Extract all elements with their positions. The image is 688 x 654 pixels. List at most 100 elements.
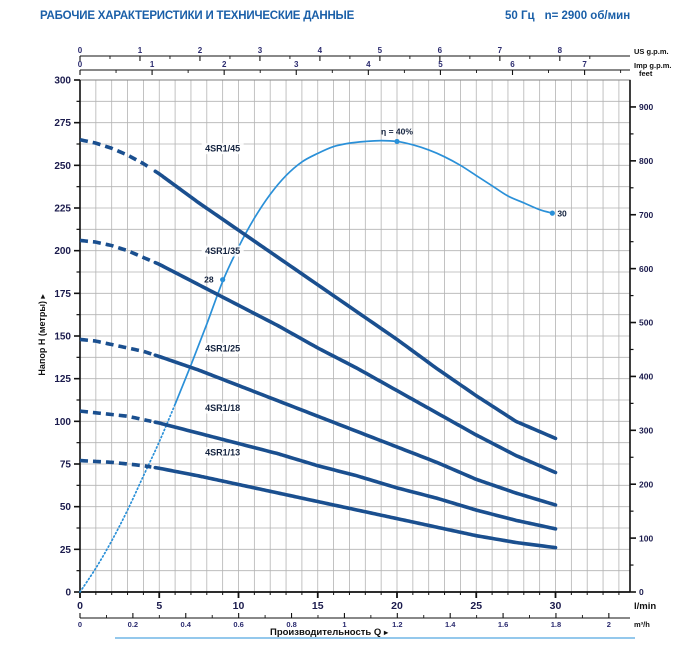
pump-curve [79, 137, 558, 441]
efficiency-peak-label: η = 40% [381, 126, 413, 136]
pump-curve-label-bg [201, 402, 244, 414]
x-tick-impgpm: 7 [582, 60, 587, 69]
y-tick-left: 175 [54, 289, 71, 300]
x-unit-lmin: l/min [634, 601, 656, 612]
x-tick-usgpm: 7 [498, 46, 503, 55]
x-tick-m3h: 0.6 [233, 620, 243, 629]
y-tick-left: 300 [54, 76, 71, 87]
y-tick-right: 300 [639, 426, 653, 436]
y-axis-left [74, 79, 81, 593]
pump-curve-solid [153, 169, 558, 441]
y-tick-right: 0 [639, 587, 644, 597]
pump-curve-label-bg [201, 342, 244, 354]
x-tick-impgpm: 3 [294, 60, 299, 69]
x-tick-usgpm: 3 [258, 46, 263, 55]
x-tick-m3h: 0.8 [286, 620, 296, 629]
x-tick-impgpm: 5 [438, 60, 443, 69]
pump-curve [79, 337, 558, 507]
pump-curve-dashed [79, 409, 152, 424]
y-tick-left: 0 [65, 588, 71, 599]
pump-curve-label: 4SR1/25 [205, 343, 240, 353]
x-axis-usgpm [79, 55, 630, 61]
efficiency-curve-dotted [79, 403, 176, 593]
y-tick-left: 100 [54, 417, 71, 428]
x-tick-usgpm: 6 [438, 46, 443, 55]
x-tick-impgpm: 2 [222, 60, 227, 69]
y-tick-right: 400 [639, 372, 653, 382]
x-axis-lmin [79, 591, 630, 598]
y-tick-left: 250 [54, 161, 71, 172]
x-unit-impgpm: Imp g.p.m. [634, 61, 672, 70]
pump-curve-solid [153, 353, 558, 507]
pump-curve-dashed [79, 458, 152, 469]
speed-value: n= 2900 об/мин [544, 10, 631, 22]
y-axis-right [629, 80, 636, 593]
pump-curve-label: 4SR1/45 [205, 144, 240, 154]
y-tick-left: 25 [60, 545, 72, 556]
y-tick-right: 800 [639, 156, 653, 166]
pump-curve-label: 4SR1/35 [205, 246, 240, 256]
x-tick-m3h: 0.2 [128, 620, 138, 629]
x-tick-m3h: 1.6 [498, 620, 508, 629]
y-tick-left: 50 [60, 502, 72, 513]
x-tick-usgpm: 2 [198, 46, 203, 55]
efficiency-marker-label-28: 28 [204, 275, 214, 285]
y-tick-right: 700 [639, 210, 653, 220]
y-tick-left: 275 [54, 118, 71, 129]
efficiency-marker [394, 138, 400, 145]
pump-curve [79, 238, 558, 475]
pump-curve-label-bg [201, 143, 244, 155]
x-tick-m3h: 0 [78, 620, 82, 629]
y-tick-left: 125 [54, 374, 71, 385]
x-tick-impgpm: 1 [150, 60, 155, 69]
x-tick-m3h: 1.4 [445, 620, 456, 629]
x-axis-m3h [79, 613, 630, 619]
efficiency-marker-label-30: 30 [557, 209, 567, 219]
y-axis-label: Напор H (метры) ▸ [37, 294, 47, 376]
y-tick-right: 600 [639, 264, 653, 274]
x-axis-impgpm [79, 69, 630, 75]
pump-curve-solid [153, 260, 558, 475]
y-right-unit: feet [639, 69, 653, 78]
x-tick-impgpm: 6 [510, 60, 515, 69]
pump-curve-label-bg [201, 245, 244, 257]
pump-curve-solid [153, 420, 558, 531]
pump-curve [79, 409, 558, 531]
x-tick-usgpm: 4 [318, 46, 323, 55]
efficiency-marker [220, 277, 226, 283]
x-tick-m3h: 1.2 [392, 620, 402, 629]
x-tick-m3h: 1 [342, 620, 346, 629]
x-tick-lmin: 5 [156, 600, 162, 612]
y-tick-left: 200 [54, 246, 71, 257]
y-tick-right: 500 [639, 318, 653, 328]
x-tick-usgpm: 8 [558, 46, 563, 55]
y-tick-left: 225 [54, 204, 71, 215]
x-tick-usgpm: 1 [138, 46, 143, 55]
x-tick-lmin: 20 [391, 600, 403, 612]
operating-conditions: 50 Гц n= 2900 об/мин [505, 10, 630, 22]
y-tick-right: 900 [639, 102, 653, 112]
y-tick-left: 75 [60, 460, 72, 471]
y-tick-right: 100 [639, 533, 653, 543]
x-tick-m3h: 2 [607, 620, 611, 629]
efficiency-marker [549, 210, 555, 216]
x-tick-lmin: 25 [470, 600, 482, 612]
y-tick-left: 150 [54, 332, 71, 343]
x-axis-label: Производительность Q ▸ [270, 627, 388, 638]
frequency-value: 50 Гц [505, 10, 535, 22]
x-tick-impgpm: 4 [366, 60, 371, 69]
x-tick-usgpm: 0 [78, 46, 83, 55]
pump-curve-label: 4SR1/13 [205, 447, 240, 457]
x-tick-lmin: 15 [312, 600, 324, 612]
y-tick-right: 200 [639, 479, 653, 489]
pump-curve-solid [153, 465, 558, 550]
pump-curve-label-bg [201, 446, 244, 458]
x-tick-impgpm: 0 [78, 60, 83, 69]
pump-curve [79, 458, 558, 550]
x-tick-lmin: 30 [550, 600, 562, 612]
x-unit-m3h: m³/h [634, 620, 650, 629]
x-tick-lmin: 10 [233, 600, 245, 612]
page-title: РАБОЧИЕ ХАРАКТЕРИСТИКИ И ТЕХНИЧЕСКИЕ ДАН… [40, 10, 355, 22]
pump-curve-label: 4SR1/18 [205, 403, 240, 413]
